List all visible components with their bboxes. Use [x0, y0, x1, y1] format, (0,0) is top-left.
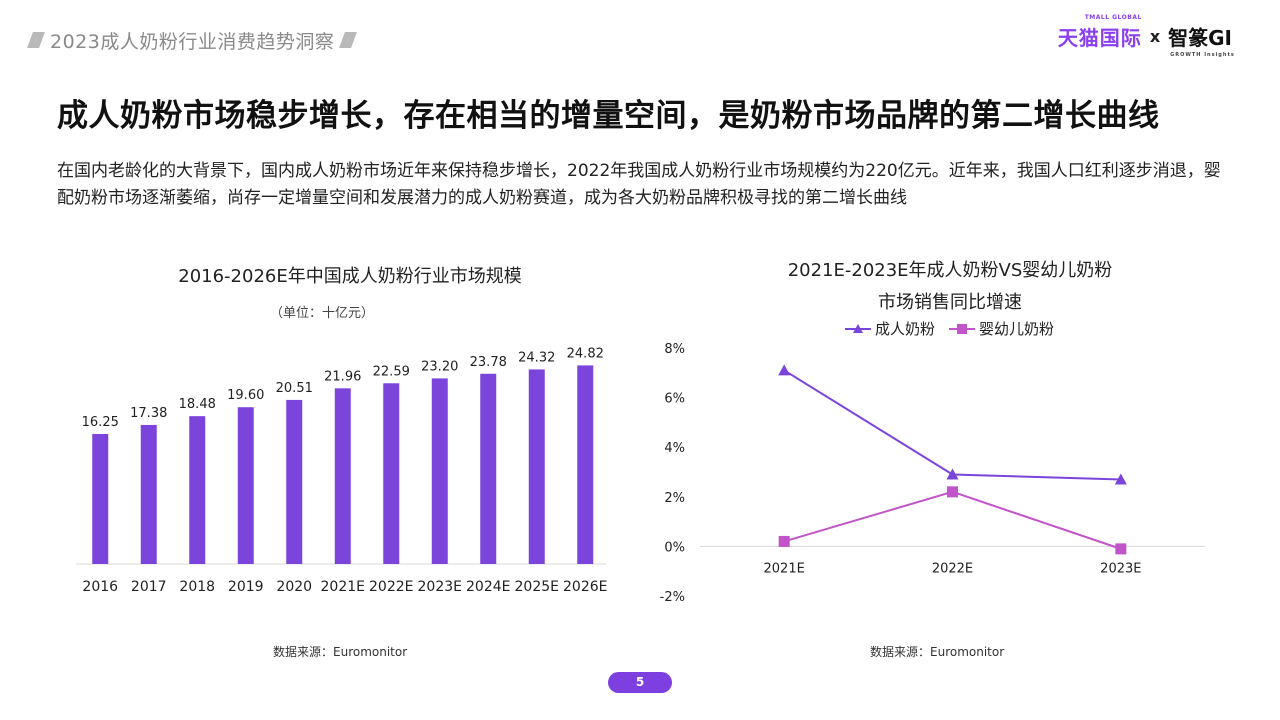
bar-value-label: 24.82	[567, 346, 604, 361]
bar	[577, 365, 594, 564]
line-chart-source: 数据来源：Euromonitor	[870, 645, 1005, 659]
tmall-logo: 天猫国际 TMALL GLOBAL	[1057, 14, 1142, 51]
bar	[286, 399, 303, 564]
bar-x-tick-label: 2020	[276, 579, 312, 595]
gi-logo-text: 智篆GI	[1168, 26, 1232, 50]
bar-value-label: 24.32	[518, 350, 555, 365]
line-chart: 8% 6% 4% 2% 0% -2% 2021E 2022E 2023E	[660, 342, 1205, 605]
line-y-tick-label: 8%	[664, 342, 685, 357]
bar-chart-unit: （单位：十亿元）	[270, 306, 375, 321]
intro-paragraph: 在国内老龄化的大背景下，国内成人奶粉市场近年来保持稳步增长，2022年我国成人奶…	[57, 161, 1221, 208]
legend-label-adult: 成人奶粉	[875, 320, 936, 338]
bar-x-tick-label: 2026E	[563, 579, 607, 595]
bar-x-tick-label: 2023E	[418, 579, 462, 595]
bar-chart-source: 数据来源：Euromonitor	[273, 645, 408, 659]
line-y-tick-label: 0%	[664, 540, 685, 555]
line-y-tick-label: -2%	[660, 590, 685, 605]
triangle-marker-icon	[845, 323, 871, 333]
legend-label-infant: 婴幼儿奶粉	[979, 320, 1055, 338]
slash-decoration-right	[339, 32, 358, 48]
slash-decoration-left	[27, 32, 45, 48]
bar	[480, 373, 497, 564]
tmall-logo-subtext: TMALL GLOBAL	[1084, 14, 1142, 21]
page-headline: 成人奶粉市场稳步增长，存在相当的增量空间，是奶粉市场品牌的第二增长曲线	[57, 98, 1160, 134]
bar	[528, 369, 545, 564]
page-number: 5	[608, 672, 672, 693]
series-point-square	[1115, 543, 1127, 555]
bar-value-label: 22.59	[373, 364, 410, 379]
bar-value-label: 19.60	[227, 388, 264, 403]
bar-value-label: 21.96	[324, 369, 361, 384]
bar-x-tick-label: 2018	[179, 579, 215, 595]
series-point-triangle	[778, 364, 791, 376]
series-point-square	[947, 486, 958, 498]
line-x-tick-label: 2023E	[1100, 561, 1141, 576]
line-x-tick-label: 2021E	[764, 561, 805, 576]
bar	[334, 388, 351, 564]
bar-x-tick-label: 2025E	[515, 579, 559, 595]
bar	[383, 383, 400, 564]
bar-x-tick-label: 2019	[228, 579, 264, 595]
series-point-triangle	[1114, 473, 1127, 485]
bar-chart: 16.25 2016 17.38 2017 18.48 2018 19.60 2019 20.5…	[76, 346, 607, 595]
gi-logo-subtext: GROWTH Insights	[1170, 52, 1235, 58]
bar-value-label: 20.51	[276, 381, 313, 396]
line-chart-title: 2021E-2023E年成人奶粉VS婴幼儿奶粉 市场销售同比增速	[700, 255, 1200, 319]
bar	[431, 378, 448, 564]
square-marker-icon	[949, 323, 976, 334]
series-line	[783, 369, 1121, 481]
bar	[92, 434, 109, 564]
line-chart-title-line2: 市场销售同比增速	[878, 292, 1022, 313]
bar-value-label: 18.48	[179, 397, 216, 412]
line-y-tick-label: 4%	[664, 441, 685, 456]
bar-value-label: 23.78	[470, 355, 507, 370]
line-chart-legend: 成人奶粉 婴幼儿奶粉	[845, 318, 1054, 339]
report-header: 2023成人奶粉行业消费趋势洞察	[27, 26, 358, 54]
bar-value-label: 23.20	[421, 359, 458, 374]
brand-logos: 天猫国际 TMALL GLOBAL x 智篆GI GROWTH Insights	[1057, 14, 1234, 58]
line-y-tick-label: 6%	[664, 392, 685, 407]
line-x-tick-label: 2022E	[932, 561, 973, 576]
series-point-square	[778, 535, 790, 547]
series-line	[783, 490, 1122, 550]
line-y-tick-label: 2%	[664, 491, 685, 506]
report-title: 2023成人奶粉行业消费趋势洞察	[50, 30, 335, 53]
bar-x-tick-label: 2022E	[369, 579, 413, 595]
bar-x-tick-label: 2016	[82, 579, 118, 595]
bar-value-label: 17.38	[130, 406, 167, 421]
bar	[140, 424, 157, 564]
gi-logo: 智篆GI GROWTH Insights	[1168, 22, 1234, 58]
brand-cross: x	[1149, 27, 1161, 46]
bar-x-tick-label: 2024E	[466, 579, 510, 595]
legend-item-adult: 成人奶粉	[845, 318, 935, 339]
bar-chart-title: 2016-2026E年中国成人奶粉行业市场规模	[178, 266, 522, 287]
bar-x-tick-label: 2021E	[321, 579, 365, 595]
bar	[237, 407, 254, 564]
bar	[189, 416, 206, 564]
series-point-triangle	[946, 468, 959, 480]
legend-item-infant: 婴幼儿奶粉	[949, 318, 1054, 339]
line-chart-title-line1: 2021E-2023E年成人奶粉VS婴幼儿奶粉	[787, 260, 1113, 281]
tmall-logo-text: 天猫国际	[1057, 26, 1142, 50]
bar-x-tick-label: 2017	[131, 579, 167, 595]
bar-value-label: 16.25	[82, 415, 119, 430]
